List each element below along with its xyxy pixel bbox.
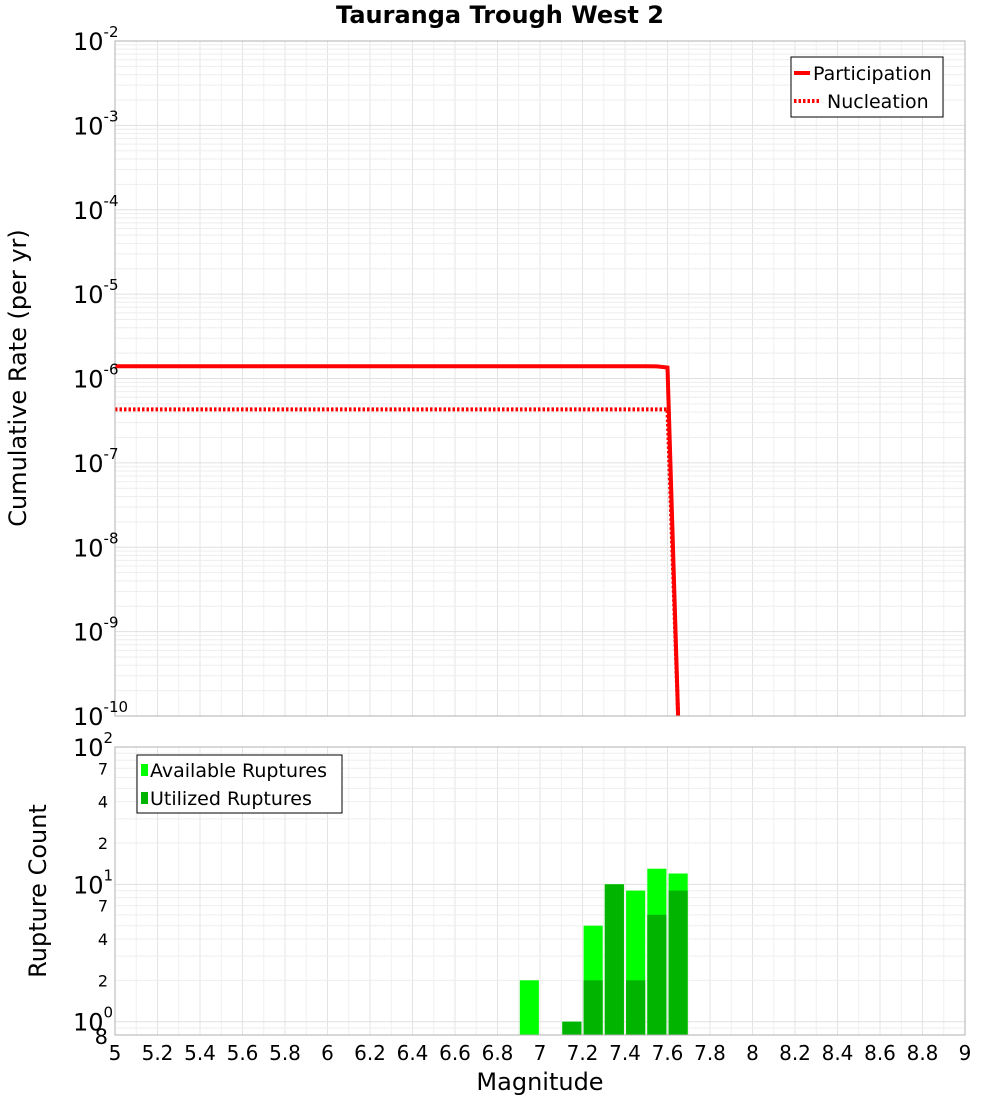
legend-available-swatch <box>141 764 148 776</box>
legend-available-label: Available Ruptures <box>150 760 327 782</box>
x-tick-label: 9 <box>959 1041 972 1065</box>
count-y-tick-label: 2 <box>98 834 108 853</box>
count-y-tick-label: 4 <box>98 793 108 812</box>
x-tick-label: 5.4 <box>184 1041 216 1065</box>
x-tick-label: 8.2 <box>779 1041 811 1065</box>
x-tick-label: 5.8 <box>269 1041 301 1065</box>
count-y-axis-label: Rupture Count <box>24 804 52 978</box>
count-legend: Available Ruptures Utilized Ruptures <box>136 754 343 814</box>
rate-plot-series <box>115 364 681 717</box>
available-rupture-bar <box>519 980 539 1035</box>
legend-utilized-label: Utilized Ruptures <box>150 788 312 810</box>
chart-title: Tauranga Trough West 2 <box>336 1 664 29</box>
utilized-rupture-bar <box>626 980 646 1035</box>
count-y-tick-label: 7 <box>98 897 108 916</box>
count-plot-bars <box>519 868 688 1035</box>
rate-y-axis-label: Cumulative Rate (per yr) <box>4 229 32 527</box>
legend-utilized-swatch <box>141 792 148 804</box>
utilized-rupture-bar <box>647 914 667 1035</box>
utilized-rupture-bar <box>562 1021 582 1035</box>
count-plot-frame <box>114 746 966 1036</box>
utilized-rupture-bar <box>668 890 688 1035</box>
x-tick-label: 7 <box>534 1041 547 1065</box>
x-tick-label: 7.4 <box>609 1041 641 1065</box>
series-line-participation <box>115 364 681 717</box>
count-y-tick-label: 8 <box>95 1025 108 1049</box>
magnitude-x-tick-labels: 5 5.2 5.4 5.6 5.8 6 6.2 6.4 6.6 6.8 7 7.2 7.4 7.6 7.8 8… <box>109 1041 972 1065</box>
rate-plot-frame <box>114 40 966 717</box>
utilized-rupture-bar <box>604 884 624 1035</box>
rate-plot-gridlines <box>114 41 966 717</box>
rate-legend: Participation Nucleation <box>790 56 944 118</box>
x-tick-label: 5.6 <box>227 1041 259 1065</box>
series-line-nucleation <box>115 407 681 717</box>
x-tick-label: 6.2 <box>354 1041 386 1065</box>
x-tick-label: 8.6 <box>864 1041 896 1065</box>
count-y-tick-label: 4 <box>98 930 108 949</box>
utilized-rupture-bar <box>583 980 603 1035</box>
count-y-tick-label: 7 <box>98 759 108 778</box>
legend-participation-label: Participation <box>813 63 932 85</box>
x-axis-label: Magnitude <box>476 1068 603 1096</box>
legend-nucleation-label: Nucleation <box>827 91 929 113</box>
x-tick-label: 8.4 <box>822 1041 854 1065</box>
x-tick-label: 6.6 <box>439 1041 471 1065</box>
x-tick-label: 6.4 <box>397 1041 429 1065</box>
x-tick-label: 8 <box>746 1041 759 1065</box>
x-tick-label: 5.2 <box>142 1041 174 1065</box>
x-tick-label: 8.8 <box>907 1041 939 1065</box>
x-tick-label: 7.2 <box>567 1041 599 1065</box>
x-tick-label: 7.6 <box>652 1041 684 1065</box>
x-tick-label: 6.8 <box>482 1041 514 1065</box>
count-y-tick-label: 2 <box>98 971 108 990</box>
x-tick-label: 5 <box>109 1041 122 1065</box>
x-tick-label: 7.8 <box>694 1041 726 1065</box>
x-tick-label: 6 <box>321 1041 334 1065</box>
